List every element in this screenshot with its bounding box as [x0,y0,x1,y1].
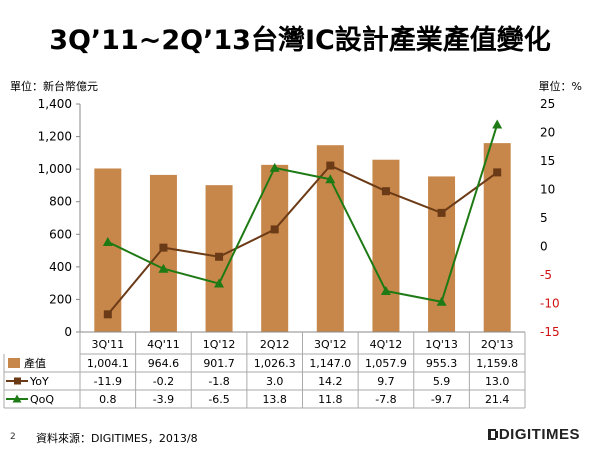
table-cell: 13.8 [262,393,287,406]
y-right-tick-label: 15 [540,154,555,168]
bar-3 [261,164,289,332]
table-cell: 964.6 [148,357,180,370]
y-right-tick-label: -10 [540,297,560,311]
logo-mark-icon [487,429,498,440]
y-left-tick-label: 200 [49,292,72,306]
x-tick-label: 2Q12 [260,338,290,351]
series-line-YoY [107,164,498,315]
table-cell: -11.9 [94,375,122,388]
logo-text: DIGITIMES [498,426,580,443]
marker-YoY-2 [215,252,224,261]
y-left-tick-label: 400 [49,260,72,274]
digitimes-logo: DIGITIMES [487,426,580,443]
y-right-tick-label: 0 [540,240,548,254]
y-right-tick-label: 5 [540,211,548,225]
table-cell: 9.7 [377,375,395,388]
legend-label-2: QoQ [30,393,54,406]
left-axis-unit: 單位：新台幣億元 [10,80,98,93]
y-right-tick-label: 20 [540,126,555,140]
table-cell: 3.0 [266,375,284,388]
bar-1 [149,174,177,332]
page-number: 2 [10,432,16,442]
bar-4 [316,145,344,332]
marker-QoQ-3 [269,162,280,172]
marker-YoY-0 [103,310,112,319]
table-cell: 1,057.9 [365,357,407,370]
series-line-QoQ [107,124,499,303]
y-left-tick-label: 0 [64,325,72,339]
x-tick-label: 1Q'13 [425,338,458,351]
table-cell: 1,147.0 [309,357,351,370]
marker-QoQ-1 [158,263,169,273]
table-cell: 5.9 [433,375,451,388]
y-right-tick-label: 25 [540,97,555,111]
bar-6 [428,176,456,332]
table-cell: 21.4 [485,393,510,406]
x-tick-label: 3Q'12 [314,338,347,351]
x-tick-label: 1Q'12 [203,338,236,351]
x-tick-label: 3Q'11 [91,338,124,351]
table-cell: 11.8 [318,393,343,406]
table-cell: -7.8 [375,393,396,406]
y-right-tick-label: -15 [540,325,560,339]
marker-QoQ-4 [325,174,336,184]
marker-YoY-5 [381,187,390,196]
marker-YoY-6 [437,208,446,217]
table-cell: 0.8 [99,393,117,406]
table-cell: 1,004.1 [87,357,129,370]
marker-YoY-1 [159,243,168,252]
table-cell: 955.3 [426,357,458,370]
legend-marker [14,377,21,385]
marker-YoY-4 [326,161,335,170]
table-cell: 1,159.8 [476,357,518,370]
table-cell: 1,026.3 [254,357,296,370]
bar-5 [372,159,400,332]
table-cell: -3.9 [153,393,174,406]
marker-YoY-3 [270,225,279,234]
y-right-tick-label: 10 [540,183,555,197]
x-tick-label: 2Q'13 [481,338,514,351]
x-tick-label: 4Q'12 [370,338,403,351]
y-left-tick-label: 1,200 [38,130,72,144]
legend-label-0: 產值 [24,356,46,370]
legend-label-1: YoY [29,375,49,388]
marker-QoQ-2 [214,278,225,288]
table-cell: 13.0 [485,375,510,388]
table-cell: -6.5 [208,393,229,406]
x-tick-label: 4Q'11 [147,338,180,351]
y-left-tick-label: 1,000 [38,162,72,176]
table-cell: 14.2 [318,375,343,388]
table-cell: -1.8 [208,375,229,388]
marker-QoQ-7 [492,119,503,129]
legend-bar-swatch [8,358,20,368]
marker-QoQ-6 [436,296,447,306]
y-right-tick-label: -5 [540,268,552,282]
y-left-tick-label: 600 [49,227,72,241]
table-cell: 901.7 [203,357,235,370]
table-cell: -0.2 [153,375,174,388]
y-left-tick-label: 1,400 [38,97,72,111]
source-note: 資料來源：DIGITIMES，2013/8 [36,432,198,445]
bar-0 [94,168,122,332]
right-axis-unit: 單位：% [538,80,582,93]
table-cell: -9.7 [431,393,452,406]
marker-QoQ-5 [380,285,391,295]
marker-YoY-7 [493,168,502,177]
marker-QoQ-0 [102,236,113,246]
y-left-tick-label: 800 [49,195,72,209]
chart-title: 3Q’11~2Q’13台灣IC設計產業產值變化 [49,25,551,56]
legend-marker [12,394,22,403]
